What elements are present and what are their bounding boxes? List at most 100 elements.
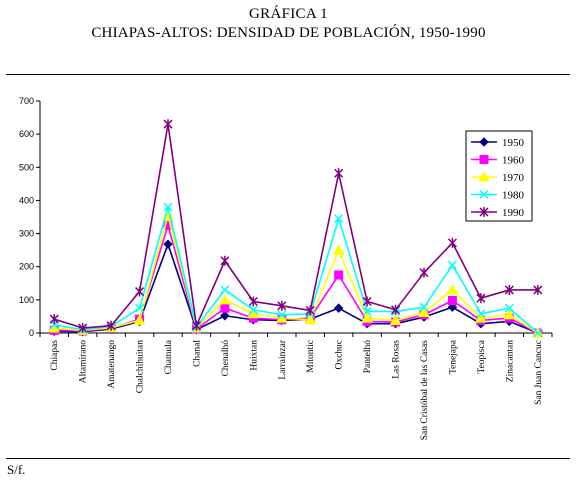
x-tick-label: Pantelhó [363,340,373,373]
marker-stroke [277,310,287,320]
chart-title: GRÁFICA 1 [249,6,328,22]
x-tick-label: Zinacantan [505,340,515,382]
x-tick-label: San Juan Cancuc [534,340,544,405]
marker-stroke [334,214,344,224]
x-tick-label: Huixtan [249,340,259,371]
marker-stroke [163,202,173,212]
x-tick-label: Oxchuc [335,340,345,370]
legend-item-1980: 1980 [471,190,525,202]
x-tick-label: Amatenango [107,340,117,389]
data-point-1980 [533,328,543,338]
legend-marker [479,189,489,200]
data-point-1980 [504,303,514,313]
marker-stroke [533,328,543,338]
legend-marker [479,137,489,147]
marker-stroke [419,302,429,312]
legend-label: 1960 [502,155,525,167]
data-point-1990 [248,296,258,307]
legend-marker [478,170,490,182]
series-1950 [49,239,543,338]
series-layer [48,119,544,338]
y-tick-label: 0 [29,328,34,338]
marker-stroke [135,303,145,313]
marker-stroke [447,260,457,270]
data-point-1950 [333,303,344,313]
data-point-1990 [277,300,287,311]
data-point-1970 [361,312,373,323]
marker-stroke [248,305,258,315]
data-point-1990 [163,119,173,130]
series-line-1980 [54,206,539,334]
data-point-1990 [106,320,116,331]
legend-label: 1970 [502,172,525,184]
series-line-1990 [53,123,538,329]
legend-item-1960: 1960 [471,155,525,167]
data-point-1990 [476,293,486,304]
data-point-1980 [362,306,372,316]
top-divider [6,74,570,75]
legend-label: 1990 [502,207,525,219]
series-1990 [49,119,543,334]
data-point-1990 [334,168,344,179]
data-point-1980 [135,303,145,313]
legend-item-1950: 1950 [471,137,525,149]
y-tick-label: 700 [19,96,34,106]
data-point-1980 [476,309,486,319]
data-point-1990 [191,320,201,331]
x-tick-label: Larrainzar [278,339,288,379]
data-point-1990 [220,255,230,266]
legend-label: 1950 [502,137,525,149]
data-point-1990 [504,284,514,295]
series-line-1970 [54,214,539,334]
data-point-1970 [332,244,345,255]
data-point-1970 [133,314,146,325]
x-tick-label: San Cristóbal de las Casas [420,340,430,441]
data-point-1960 [220,303,230,313]
data-point-1980 [419,302,429,312]
legend: 1950 1960 1970 1980 1990 [465,130,533,222]
data-point-1980 [248,305,258,315]
data-point-1990 [78,323,88,334]
marker-stroke [220,285,230,295]
x-tick-label: Chiapas [50,340,60,371]
y-tick-label: 500 [19,162,34,172]
data-point-1990 [447,237,457,248]
data-point-1990 [135,286,145,297]
data-point-1990 [391,304,401,315]
x-tick-label: Chalchihuitan [136,340,146,394]
y-tick-label: 200 [19,262,34,272]
data-point-1990 [362,296,372,307]
line-chart: 0 100 200 300 400 500 600 700 Chiapas Altamirano… [19,96,553,441]
data-point-1950 [220,311,230,321]
data-point-1980 [220,285,230,295]
data-point-1980 [334,214,344,224]
data-point-1970 [418,306,430,317]
x-tick-label: Tenejapa [448,339,458,374]
data-point-1980 [163,202,173,212]
chart-subtitle: CHIAPAS-ALTOS: DENSIDAD DE POBLACIÓN, 19… [91,25,486,41]
bottom-divider [6,458,570,459]
x-tick-label: Las Rosas [392,340,402,379]
data-point-1970 [475,312,487,323]
data-point-1990 [305,305,315,316]
legend-marker [479,207,489,217]
legend-item-1970: 1970 [471,170,525,184]
data-point-1960 [334,270,344,280]
x-tick-label: Altamirano [79,340,89,384]
legend-item-1990: 1990 [471,207,525,219]
x-axis-ticks: Chiapas Altamirano Amatenango Chalchihuitan… [39,333,553,441]
y-tick-label: 100 [19,295,34,305]
data-point-1960 [447,296,457,306]
marker-stroke [476,309,486,319]
y-tick-label: 400 [19,195,34,205]
source-note: S/f. [7,462,26,477]
data-point-1970 [219,293,231,305]
x-tick-label: Chamula [164,339,174,374]
data-point-1950 [163,239,173,249]
marker-stroke [504,303,514,313]
data-point-1970 [389,314,402,325]
data-point-1990 [533,284,543,295]
legend-box [465,130,533,222]
marker-stroke [479,189,489,200]
legend-label: 1980 [502,190,525,202]
